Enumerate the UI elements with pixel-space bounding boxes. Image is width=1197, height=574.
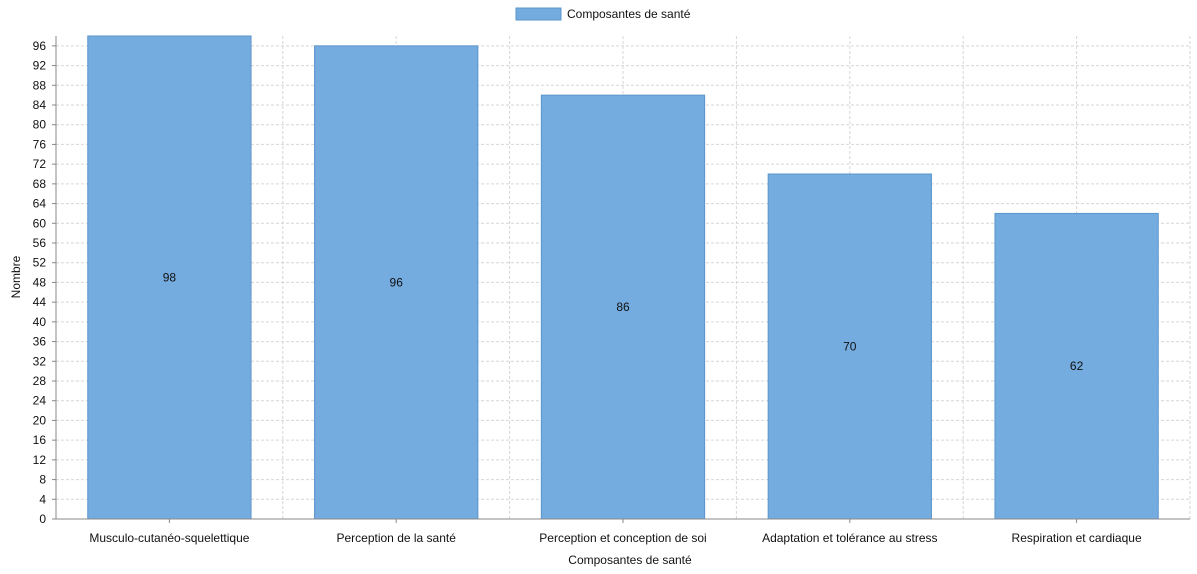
y-tick-label: 88 [33,78,47,92]
y-tick-label: 60 [33,216,47,230]
y-tick-label: 0 [39,512,46,526]
y-tick-label: 92 [33,59,47,73]
legend: Composantes de santé [515,7,691,21]
x-axis-title: Composantes de santé [568,553,692,567]
bar [314,45,479,520]
y-tick-label: 8 [39,473,46,487]
y-tick-label: 16 [33,433,47,447]
x-tick-label: Musculo-cutanéo-squelettique [89,531,249,545]
y-tick-label: 52 [33,256,47,270]
y-tick-label: 96 [33,39,47,53]
y-tick-label: 80 [33,118,47,132]
data-label: 96 [390,275,404,289]
legend-label: Composantes de santé [567,7,691,21]
y-tick-label: 76 [33,137,47,151]
x-tick-label: Respiration et cardiaque [1012,531,1142,545]
data-label: 70 [843,340,857,354]
y-tick-label: 68 [33,177,47,191]
y-tick-label: 64 [33,197,47,211]
y-tick-label: 56 [33,236,47,250]
y-axis-title: Nombre [9,255,23,298]
data-label: 62 [1070,359,1084,373]
y-tick-label: 12 [33,453,47,467]
x-axis-ticks: Musculo-cutanéo-squelettique Perception d… [89,519,1142,545]
bar [87,35,252,520]
x-tick-label: Adaptation et tolérance au stress [762,531,937,545]
y-tick-label: 20 [33,413,47,427]
bar [540,94,706,520]
bar [994,212,1159,520]
y-tick-label: 24 [33,394,47,408]
y-tick-label: 36 [33,335,47,349]
data-label: 86 [616,300,630,314]
bar [767,173,932,520]
data-labels: 98 96 86 70 62 [163,271,1084,374]
bars [87,35,1159,520]
x-tick-label: Perception de la santé [336,531,456,545]
y-tick-label: 48 [33,275,47,289]
data-label: 98 [163,271,177,285]
x-tick-label: Perception et conception de soi [539,531,706,545]
y-tick-label: 40 [33,315,47,329]
y-tick-label: 72 [33,157,47,171]
y-tick-label: 4 [39,492,46,506]
y-axis-ticks: 0481216202428323640444852566064687276808… [33,39,56,526]
y-tick-label: 44 [33,295,47,309]
y-tick-label: 28 [33,374,47,388]
y-tick-label: 32 [33,354,47,368]
y-tick-label: 84 [33,98,47,112]
legend-swatch [515,7,562,21]
